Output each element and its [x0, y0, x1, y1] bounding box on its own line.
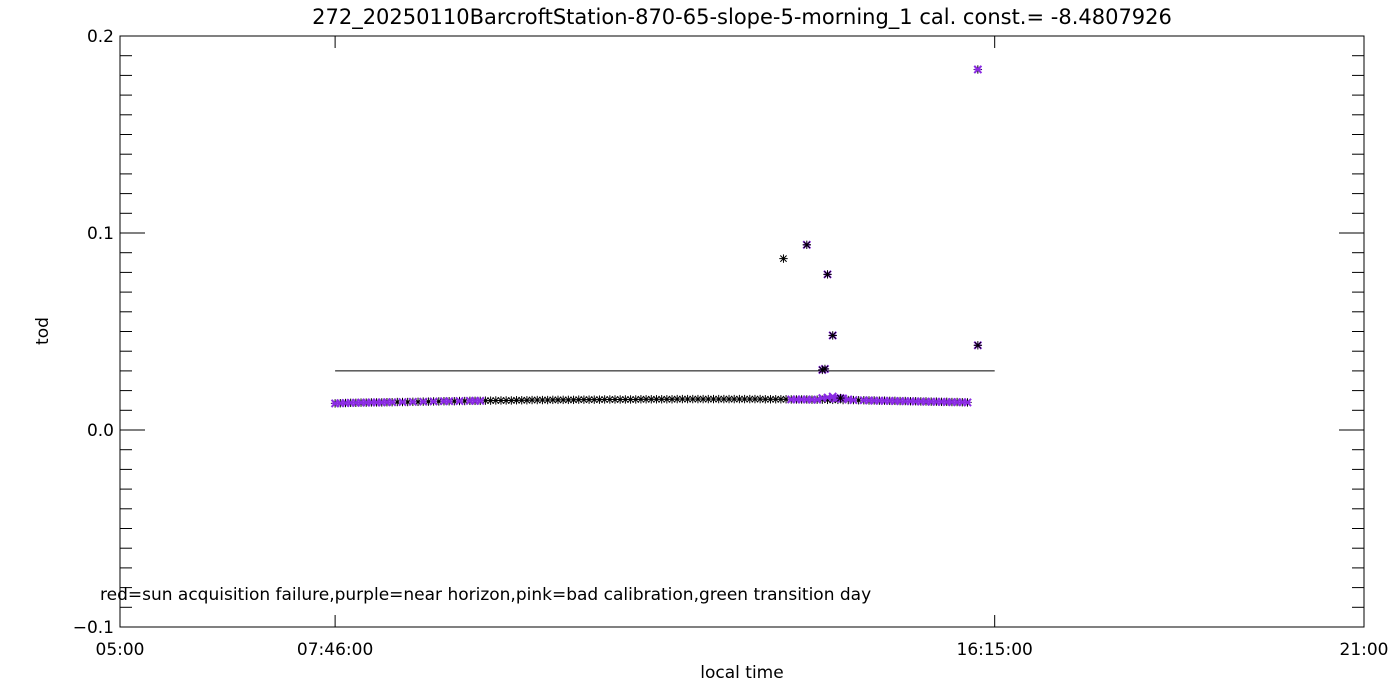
data-point	[538, 395, 547, 405]
data-point	[444, 396, 454, 406]
data-point	[973, 65, 983, 74]
data-point	[657, 395, 666, 404]
data-point	[553, 395, 563, 405]
data-point	[455, 396, 464, 406]
data-point	[548, 395, 558, 405]
data-point	[590, 395, 599, 404]
data-point	[652, 395, 661, 404]
data-point	[823, 270, 832, 279]
data-point	[836, 393, 845, 403]
data-point	[475, 396, 485, 406]
data-point	[709, 394, 718, 404]
y-tick-label: 0.2	[87, 27, 114, 47]
y-tick-label: 0.1	[87, 224, 114, 244]
data-point	[418, 397, 428, 406]
axis-ticks: −0.1 0.0 0.1 0.2 05:00 07:46:00 16:15:00 21:00	[73, 27, 1389, 660]
data-point	[387, 397, 397, 407]
y-tick-label: 0.0	[87, 421, 114, 441]
data-point	[802, 240, 811, 250]
data-point	[512, 396, 521, 405]
data-point	[579, 395, 589, 404]
data-point	[501, 396, 511, 405]
data-point	[615, 395, 625, 404]
x-tick-label: 21:00	[1340, 640, 1389, 660]
data-point	[820, 364, 830, 374]
x-tick-label: 07:46:00	[297, 640, 373, 660]
data-point	[849, 395, 858, 405]
data-points	[330, 65, 983, 408]
data-point	[828, 331, 837, 340]
x-tick-label: 05:00	[96, 640, 145, 660]
data-point	[408, 397, 418, 407]
y-axis-label: tod	[33, 317, 53, 345]
data-point	[398, 397, 407, 407]
data-point	[429, 397, 438, 406]
chart-title: 272_20250110BarcroftStation-870-65-slope…	[312, 5, 1172, 30]
data-point	[973, 341, 983, 350]
x-tick-label: 16:15:00	[957, 640, 1033, 660]
data-point	[605, 395, 615, 404]
data-point	[750, 394, 760, 404]
data-point	[584, 395, 594, 404]
plot-frame	[119, 35, 1365, 628]
x-axis-label: local time	[700, 663, 783, 683]
chart-annotation: red=sun acquisition failure,purple=near …	[100, 585, 871, 605]
data-point	[779, 254, 788, 263]
data-point	[755, 394, 765, 404]
data-point	[693, 394, 703, 404]
data-point	[963, 398, 972, 407]
y-tick-label: −0.1	[73, 618, 114, 638]
